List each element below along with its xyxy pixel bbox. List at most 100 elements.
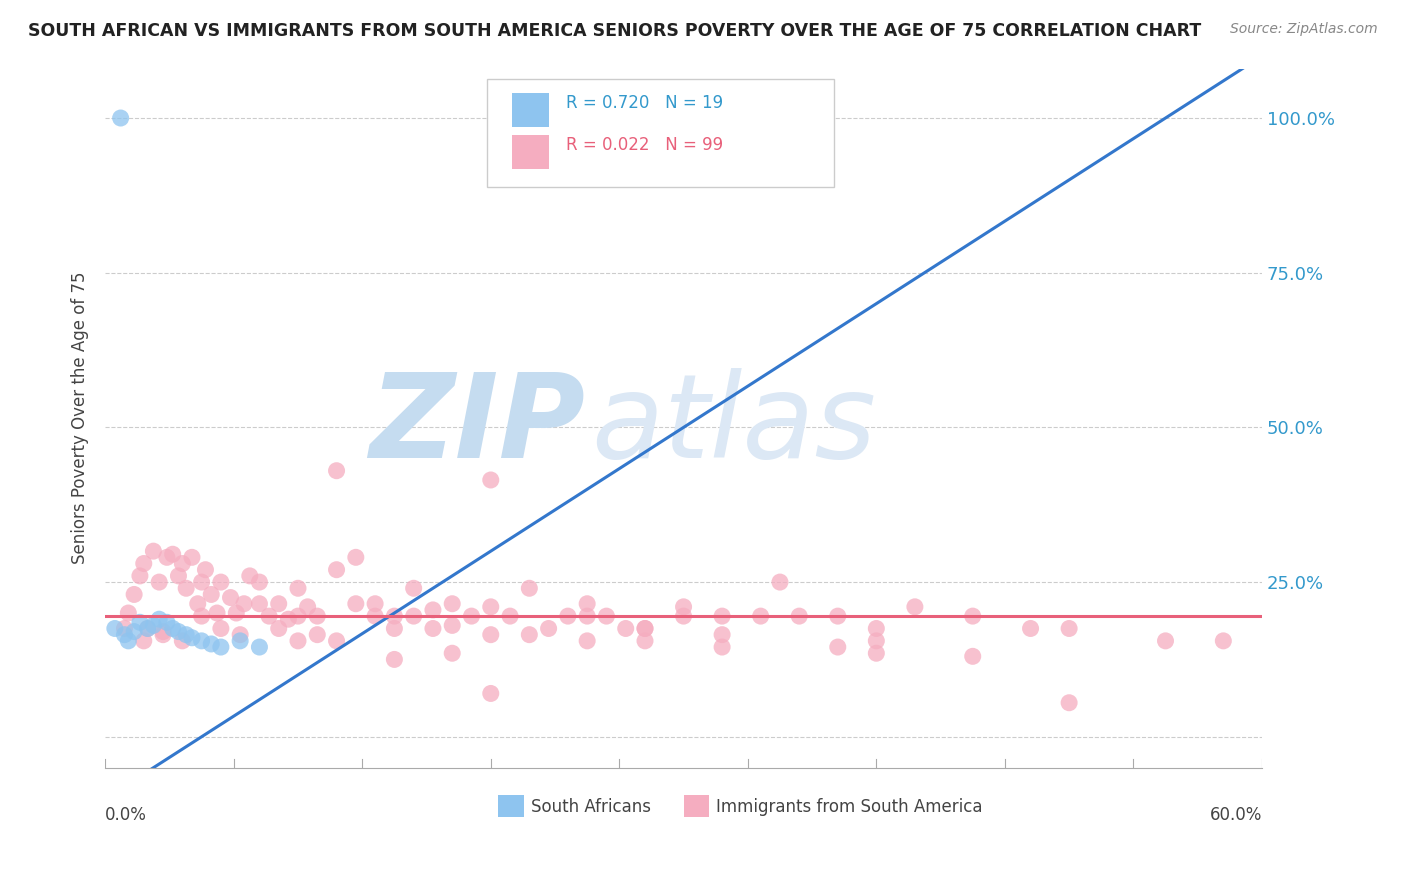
Point [194,563,217,577]
Point [200,587,222,601]
Point [576,633,599,648]
Point [402,581,425,595]
Point [162,547,184,561]
Bar [512,93,550,127]
Point [200,637,222,651]
Text: 60.0%: 60.0% [1209,806,1263,824]
Point [749,609,772,624]
Point [219,591,242,605]
Point [422,622,444,636]
Point [672,609,695,624]
FancyBboxPatch shape [486,79,834,187]
Point [267,622,290,636]
Point [517,581,540,595]
Point [634,633,657,648]
Text: ZIP: ZIP [370,368,585,483]
Point [287,609,309,624]
Point [190,575,212,590]
Bar [683,795,709,817]
Point [865,622,887,636]
Point [287,633,309,648]
Point [537,622,560,636]
Point [249,640,271,654]
Point [172,557,194,571]
Point [114,622,136,636]
Point [672,599,695,614]
Point [142,544,165,558]
Text: atlas: atlas [591,368,876,482]
Text: R = 0.022   N = 99: R = 0.022 N = 99 [565,136,723,154]
Point [1057,696,1080,710]
Point [181,550,204,565]
Point [277,612,299,626]
Point [129,569,152,583]
Point [517,628,540,642]
Point [267,597,290,611]
Point [229,628,252,642]
Point [162,622,184,636]
Point [190,609,212,624]
Point [233,597,256,611]
Point [441,618,464,632]
Point [136,622,159,636]
Text: Immigrants from South America: Immigrants from South America [716,797,983,816]
Text: South Africans: South Africans [531,797,651,816]
Point [769,575,792,590]
Point [307,628,329,642]
Point [307,609,329,624]
Point [1019,622,1042,636]
Point [156,615,179,630]
Point [787,609,810,624]
Point [190,633,212,648]
Point [325,464,347,478]
Point [865,633,887,648]
Point [104,622,127,636]
Point [460,609,482,624]
Text: Source: ZipAtlas.com: Source: ZipAtlas.com [1230,22,1378,37]
Point [479,686,502,700]
Text: R = 0.720   N = 19: R = 0.720 N = 19 [565,95,723,112]
Point [156,550,179,565]
Point [557,609,579,624]
Point [634,622,657,636]
Point [297,599,319,614]
Point [1154,633,1177,648]
Point [479,599,502,614]
Point [209,575,232,590]
Point [384,622,406,636]
Point [181,631,204,645]
Point [479,473,502,487]
Point [229,633,252,648]
Point [209,622,232,636]
Point [325,633,347,648]
Point [595,609,617,624]
Point [287,581,309,595]
Point [384,652,406,666]
Point [249,575,271,590]
Point [711,609,734,624]
Point [142,618,165,632]
Point [205,606,228,620]
Point [122,587,145,601]
Point [384,609,406,624]
Point [117,606,139,620]
Point [827,609,849,624]
Point [364,597,387,611]
Text: SOUTH AFRICAN VS IMMIGRANTS FROM SOUTH AMERICA SENIORS POVERTY OVER THE AGE OF 7: SOUTH AFRICAN VS IMMIGRANTS FROM SOUTH A… [28,22,1201,40]
Point [174,628,197,642]
Point [152,628,174,642]
Point [962,609,984,624]
Point [1212,633,1234,648]
Point [257,609,280,624]
Point [479,628,502,642]
Point [167,569,190,583]
Point [148,612,170,626]
Point [904,599,927,614]
Point [402,609,425,624]
Point [148,575,170,590]
Text: 0.0%: 0.0% [105,806,148,824]
Point [364,609,387,624]
Point [576,597,599,611]
Point [136,622,159,636]
Point [962,649,984,664]
